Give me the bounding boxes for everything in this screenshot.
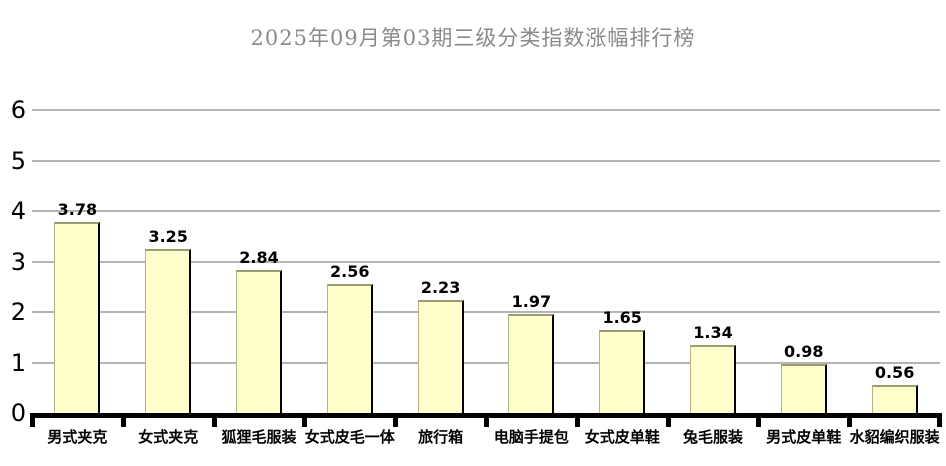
bar-value-label: 1.34 xyxy=(693,323,733,343)
x-axis-category-label: 女式皮单鞋 xyxy=(584,428,660,446)
bar xyxy=(54,222,101,413)
gridline xyxy=(32,311,940,313)
y-axis-tick-label: 4 xyxy=(10,197,26,225)
bar xyxy=(508,313,555,413)
bar xyxy=(871,384,918,413)
x-axis-category-label: 狐狸毛服装 xyxy=(221,428,297,446)
bar xyxy=(599,329,646,413)
bar xyxy=(417,300,464,413)
y-axis-tick-label: 2 xyxy=(10,298,26,326)
x-axis-category-label: 水貂编织服装 xyxy=(849,428,940,446)
bar-value-label: 3.25 xyxy=(148,226,188,246)
bar xyxy=(236,269,282,413)
x-axis-tick xyxy=(756,413,762,427)
x-axis-tick xyxy=(665,413,671,427)
x-axis-tick xyxy=(120,413,126,427)
bar-value-label: 1.97 xyxy=(511,291,552,311)
x-axis-tick xyxy=(30,413,35,427)
x-axis-category-label: 电脑手提包 xyxy=(493,428,569,446)
bar xyxy=(326,283,373,413)
x-axis-category-label: 男式皮单鞋 xyxy=(766,428,842,446)
bar xyxy=(780,363,827,413)
gridline xyxy=(32,159,940,162)
x-axis-tick xyxy=(302,413,308,427)
x-axis-tick xyxy=(574,413,580,427)
y-axis-tick-label: 6 xyxy=(10,96,26,124)
y-axis-tick-label: 3 xyxy=(10,247,26,276)
bar-value-label: 0.56 xyxy=(874,362,915,382)
bar-value-label: 0.98 xyxy=(784,341,824,361)
x-axis-category-label: 女式皮毛一体 xyxy=(304,428,395,446)
y-axis-tick-label: 5 xyxy=(10,146,26,175)
bar-value-label: 3.78 xyxy=(57,200,98,220)
x-axis-tick xyxy=(393,413,399,427)
bar-value-label: 2.84 xyxy=(239,247,279,267)
x-axis-tick xyxy=(937,413,942,427)
bar-value-label: 2.56 xyxy=(330,261,370,281)
gridline xyxy=(32,361,940,364)
x-axis-tick xyxy=(484,413,489,427)
x-axis-category-label: 男式夹克 xyxy=(47,428,108,446)
y-axis-tick-label: 0 xyxy=(10,399,26,427)
bar-value-label: 2.23 xyxy=(420,278,461,298)
x-axis-category-label: 女式夹克 xyxy=(138,428,199,446)
plot-area: 3.78 3.25 2.84 2.56 2.23 1.97 1.65 1.34 0.98 0.56… xyxy=(30,109,942,446)
chart-title: 2025年09月第03期三级分类指数涨幅排行榜 xyxy=(250,26,696,50)
bar xyxy=(145,248,192,413)
gridline xyxy=(32,210,940,212)
bar-value-label: 1.65 xyxy=(602,307,642,327)
gridline xyxy=(32,109,940,111)
x-axis-tick xyxy=(847,413,853,427)
bar xyxy=(690,345,736,413)
y-axis-tick-label: 1 xyxy=(10,348,26,377)
x-axis-tick xyxy=(211,413,217,427)
x-axis-category-label: 兔毛服装 xyxy=(682,428,743,446)
gridline xyxy=(32,260,940,263)
x-axis-category-label: 旅行箱 xyxy=(418,428,464,446)
